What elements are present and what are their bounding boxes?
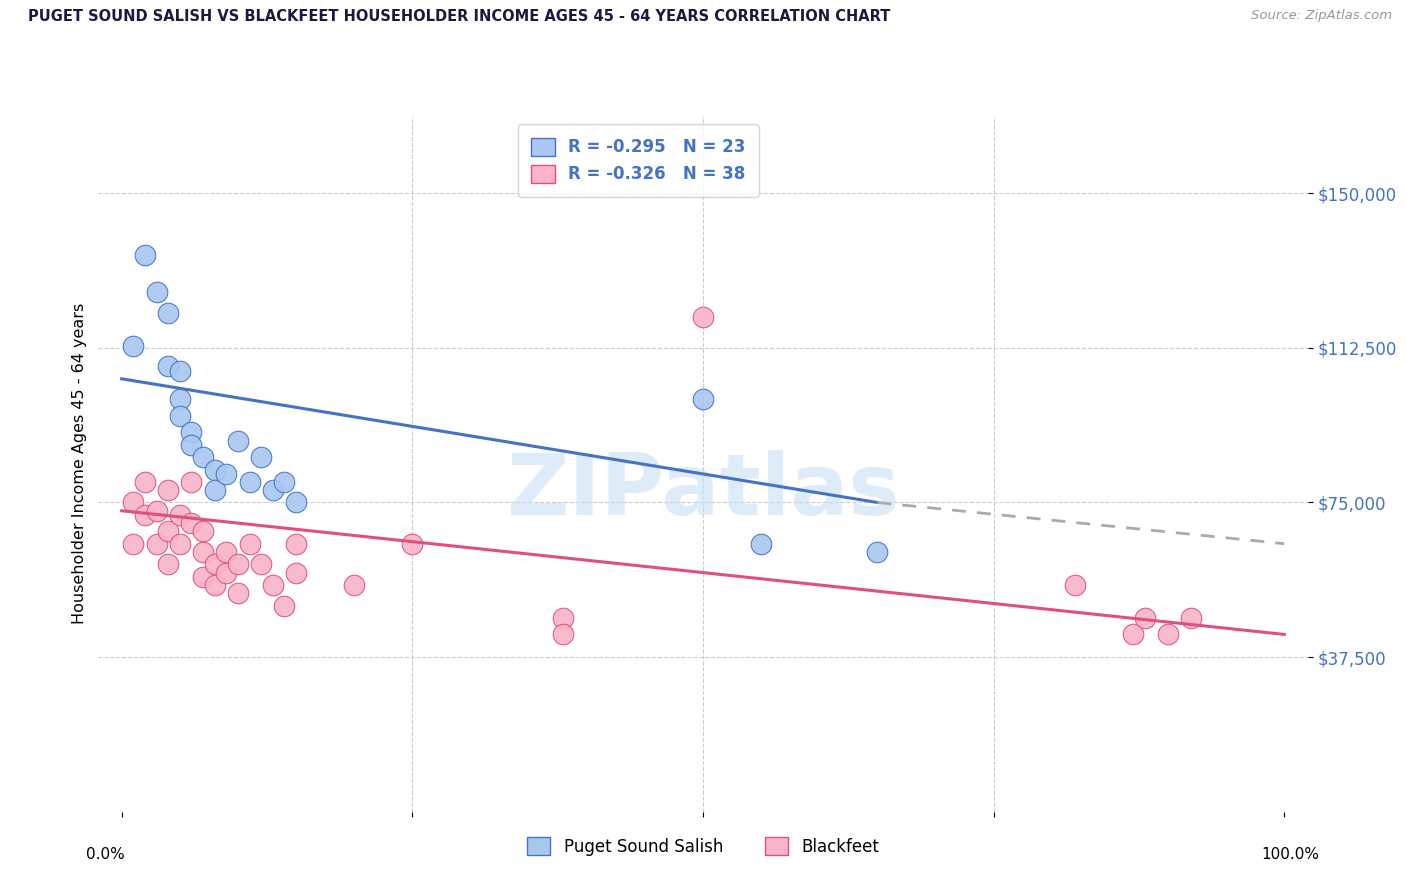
Point <box>250 450 273 464</box>
Point <box>180 475 202 489</box>
Point <box>169 392 191 407</box>
Point <box>134 508 156 522</box>
Point <box>191 524 214 539</box>
Point <box>204 483 226 497</box>
Point <box>226 558 249 572</box>
Point <box>191 545 214 559</box>
Point <box>285 495 308 509</box>
Text: PUGET SOUND SALISH VS BLACKFEET HOUSEHOLDER INCOME AGES 45 - 64 YEARS CORRELATIO: PUGET SOUND SALISH VS BLACKFEET HOUSEHOL… <box>28 9 890 24</box>
Point <box>169 508 191 522</box>
Point <box>1180 611 1202 625</box>
Point <box>273 475 295 489</box>
Point <box>239 475 262 489</box>
Point <box>157 524 180 539</box>
Legend: Puget Sound Salish, Blackfeet: Puget Sound Salish, Blackfeet <box>520 830 886 863</box>
Point <box>157 483 180 497</box>
Point <box>169 537 191 551</box>
Point <box>262 483 284 497</box>
Point <box>180 516 202 530</box>
Point <box>1064 578 1087 592</box>
Point <box>204 558 226 572</box>
Point <box>285 537 308 551</box>
Point <box>122 495 145 509</box>
Point <box>343 578 366 592</box>
Text: 100.0%: 100.0% <box>1261 847 1320 862</box>
Y-axis label: Householder Income Ages 45 - 64 years: Householder Income Ages 45 - 64 years <box>72 303 87 624</box>
Point <box>122 537 145 551</box>
Point <box>273 599 295 613</box>
Point <box>157 306 180 320</box>
Point <box>215 545 238 559</box>
Point <box>180 438 202 452</box>
Point <box>215 467 238 481</box>
Point <box>553 627 575 641</box>
Point <box>169 363 191 377</box>
Point <box>1157 627 1180 641</box>
Point <box>553 611 575 625</box>
Point <box>204 578 226 592</box>
Point <box>180 425 202 440</box>
Point <box>401 537 423 551</box>
Point <box>122 339 145 353</box>
Point <box>204 462 226 476</box>
Point <box>134 248 156 262</box>
Point <box>692 310 714 324</box>
Point <box>145 285 167 300</box>
Point <box>1122 627 1144 641</box>
Point <box>262 578 284 592</box>
Point <box>145 537 167 551</box>
Point <box>215 566 238 580</box>
Point <box>157 558 180 572</box>
Point <box>866 545 889 559</box>
Point <box>145 504 167 518</box>
Point <box>1133 611 1156 625</box>
Point <box>692 392 714 407</box>
Point <box>285 566 308 580</box>
Point <box>749 537 772 551</box>
Point <box>134 475 156 489</box>
Text: 0.0%: 0.0% <box>86 847 125 862</box>
Text: Source: ZipAtlas.com: Source: ZipAtlas.com <box>1251 9 1392 22</box>
Point <box>191 450 214 464</box>
Point <box>226 586 249 600</box>
Point <box>250 558 273 572</box>
Point <box>226 434 249 448</box>
Point <box>191 570 214 584</box>
Text: ZIPatlas: ZIPatlas <box>506 450 900 533</box>
Point <box>157 359 180 374</box>
Point <box>239 537 262 551</box>
Point <box>169 409 191 423</box>
